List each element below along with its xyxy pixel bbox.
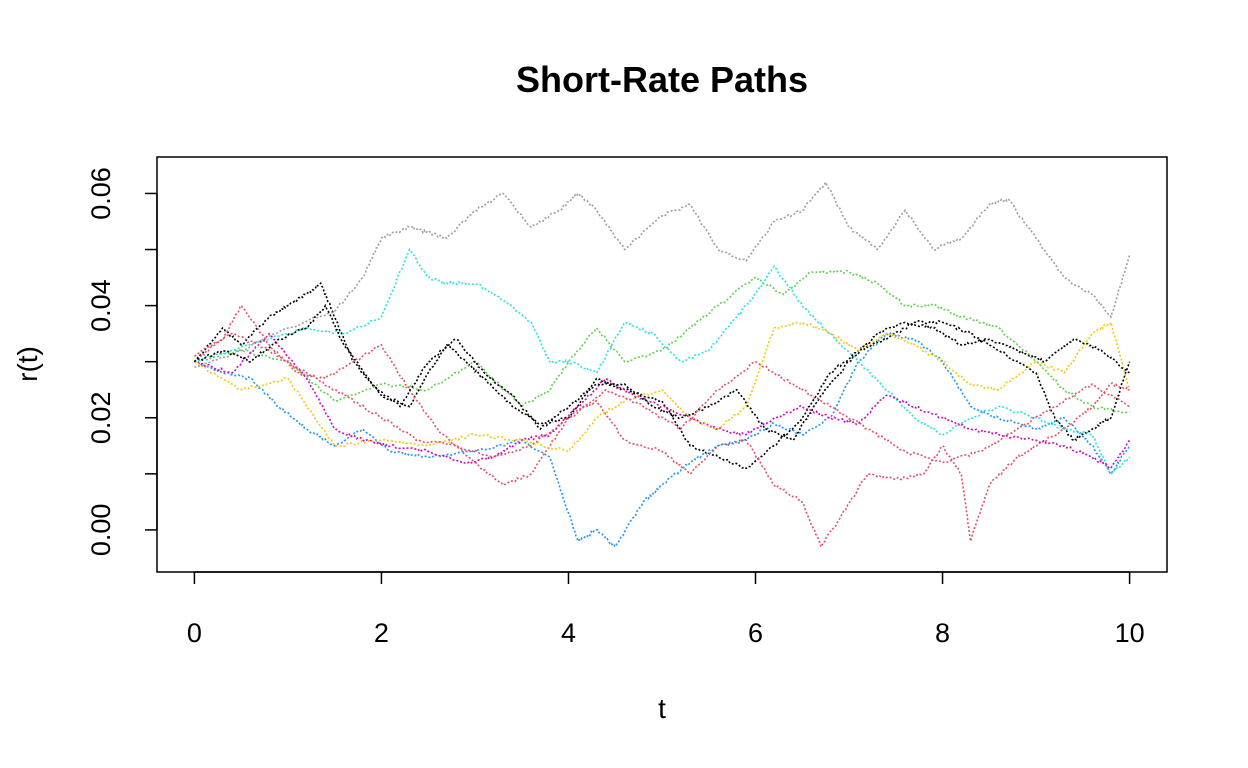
y-axis: 0.00 0.02 0.04 0.06: [86, 167, 158, 557]
x-tick-label: 10: [1115, 618, 1145, 648]
series-layer: [193, 180, 1131, 549]
x-tick-label: 8: [935, 618, 950, 648]
y-tick-label: 0.02: [86, 392, 116, 445]
series-line-1: [193, 281, 1131, 470]
series-line-2: [193, 304, 1130, 549]
x-tick-label: 4: [561, 618, 576, 648]
plot-frame: [156, 156, 1168, 573]
x-axis: 0 2 4 6 8 10: [187, 571, 1145, 648]
x-axis-label: t: [658, 693, 666, 724]
x-tick-label: 6: [748, 618, 763, 648]
chart-title: Short-Rate Paths: [516, 59, 808, 100]
series-line-4: [194, 332, 1131, 549]
x-tick-label: 2: [374, 618, 389, 648]
y-axis-label: r(t): [12, 346, 43, 382]
series-line-8: [194, 180, 1131, 369]
series-line-10: [194, 332, 1130, 464]
x-tick-label: 0: [187, 618, 202, 648]
y-tick-label: 0.00: [86, 504, 116, 557]
y-tick-label: 0.06: [86, 167, 116, 220]
series-line-5: [193, 247, 1131, 476]
series-line-7: [194, 320, 1131, 453]
series-line-6: [194, 332, 1131, 470]
series-line-3: [194, 269, 1130, 414]
y-tick-label: 0.04: [86, 279, 116, 332]
